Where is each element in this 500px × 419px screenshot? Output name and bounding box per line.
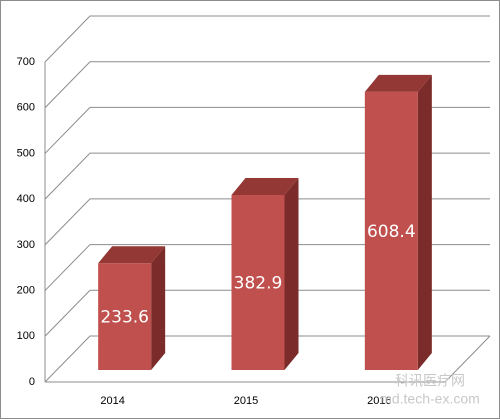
bar — [98, 263, 152, 370]
x-tick-label: 2014 — [100, 395, 124, 407]
y-tick-label: 300 — [17, 239, 35, 251]
x-tick-label: 2015 — [234, 395, 258, 407]
y-tick-label: 700 — [17, 56, 35, 68]
watermark: 科讯医疗网 — [395, 373, 465, 389]
grid-line — [44, 106, 490, 154]
watermark: md.tech-ex.com — [380, 391, 480, 407]
grid-line — [44, 289, 490, 337]
floor-edge — [45, 335, 491, 383]
y-tick-label: 100 — [17, 330, 35, 342]
grid-line — [44, 335, 490, 383]
grid-line — [44, 198, 490, 246]
value-label: 382.9 — [234, 273, 283, 293]
y-tick-label: 500 — [17, 147, 35, 159]
bar-top — [231, 177, 299, 195]
bar-top — [98, 246, 166, 264]
y-tick-label: 400 — [17, 193, 35, 205]
bar-side — [284, 177, 299, 370]
x-tick-label: 2016 — [367, 395, 391, 407]
value-label: 233.6 — [100, 308, 149, 328]
grid-line — [44, 15, 490, 63]
bar-side — [417, 74, 432, 371]
bar — [364, 91, 418, 371]
grid-line — [44, 61, 490, 109]
y-tick-label: 0 — [29, 376, 35, 388]
value-label: 608.4 — [367, 222, 416, 242]
y-tick-label: 600 — [17, 102, 35, 114]
bar-top — [364, 74, 432, 92]
bar-side — [151, 246, 166, 370]
grid-line — [44, 244, 490, 291]
y-tick-label: 200 — [17, 284, 35, 296]
grid-line — [44, 152, 490, 200]
bar — [231, 194, 285, 370]
